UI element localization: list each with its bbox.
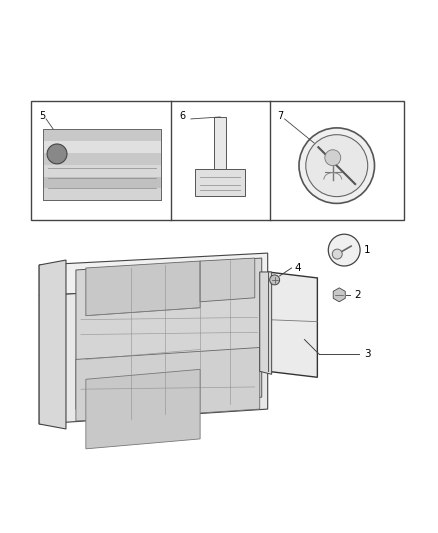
Circle shape	[306, 135, 368, 197]
Bar	[43, 189, 161, 200]
Bar	[43, 165, 161, 176]
Polygon shape	[86, 369, 200, 449]
Bar	[43, 176, 161, 189]
Bar	[31, 101, 404, 220]
Polygon shape	[76, 348, 260, 421]
Bar	[195, 168, 245, 197]
Circle shape	[328, 234, 360, 266]
Polygon shape	[39, 260, 66, 429]
Polygon shape	[260, 272, 272, 374]
Circle shape	[325, 150, 341, 166]
Bar	[43, 153, 161, 165]
Text: 6: 6	[179, 111, 185, 121]
Polygon shape	[76, 258, 262, 409]
Polygon shape	[268, 272, 318, 377]
Polygon shape	[200, 258, 255, 302]
Text: 5: 5	[39, 111, 46, 121]
Bar	[43, 129, 161, 141]
Bar	[43, 141, 161, 153]
Circle shape	[332, 249, 342, 259]
Bar	[214, 117, 226, 168]
Circle shape	[47, 144, 67, 164]
Bar	[43, 129, 161, 200]
Polygon shape	[86, 261, 200, 316]
Circle shape	[270, 275, 279, 285]
Text: 2: 2	[354, 290, 361, 300]
Text: 7: 7	[278, 111, 284, 121]
Circle shape	[299, 128, 374, 204]
Text: 1: 1	[364, 245, 371, 255]
Polygon shape	[39, 253, 268, 296]
Polygon shape	[39, 282, 268, 424]
Text: 4: 4	[294, 263, 301, 273]
Bar	[43, 129, 161, 200]
Text: 3: 3	[364, 350, 371, 359]
